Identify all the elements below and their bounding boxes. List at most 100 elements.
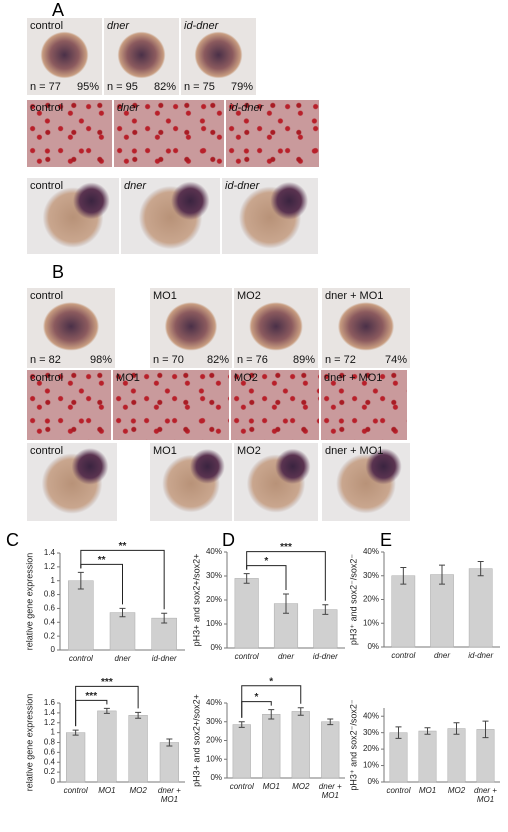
micrograph: control	[27, 370, 111, 440]
sample-size: n = 72	[325, 354, 356, 366]
y-tick-label: 0	[51, 777, 56, 786]
error-bar	[103, 707, 110, 714]
bar	[321, 721, 340, 779]
significance-label: ***	[85, 691, 97, 702]
x-tick-slot: dner	[278, 652, 294, 661]
bar	[262, 714, 281, 779]
y-tick-label: 30%	[363, 571, 379, 580]
image-label: MO1	[153, 445, 177, 457]
y-tick-label: 1.4	[44, 708, 56, 717]
sample-size: n = 76	[237, 354, 268, 366]
x-tick-label: control	[229, 782, 254, 791]
y-tick-label: 20%	[363, 595, 379, 604]
panel-label: D	[222, 530, 235, 550]
y-tick-label: 1.2	[44, 718, 56, 727]
x-tick-slot: dner	[114, 654, 131, 663]
percentage: 89%	[292, 354, 315, 366]
bar	[430, 574, 454, 648]
y-tick-label: 0.2	[44, 767, 56, 776]
image-label: dner	[117, 102, 140, 114]
error-bar	[238, 721, 245, 728]
micrograph: control n = 77 95%	[27, 18, 102, 95]
error-bar	[161, 612, 168, 624]
panel-label: A	[52, 0, 65, 20]
bar	[97, 710, 117, 783]
error-bar	[77, 571, 84, 590]
error-bar	[439, 564, 445, 585]
significance-label: ***	[101, 677, 113, 688]
error-bar	[283, 593, 289, 614]
bar	[128, 715, 148, 783]
y-tick-label: 1.6	[44, 698, 56, 707]
x-tick-slot: dner + MO1	[157, 786, 181, 804]
sample-size: n = 82	[30, 354, 61, 366]
micrograph: control	[27, 443, 117, 521]
x-tick-slot: id-dner	[468, 651, 493, 660]
sample-size: n = 77	[30, 81, 61, 93]
error-bar	[395, 726, 402, 739]
percentage: 74%	[384, 354, 407, 366]
x-tick-slot: control	[69, 654, 93, 663]
x-tick-slot: control	[234, 652, 259, 661]
x-tick-slot: dner + MO1	[474, 786, 497, 804]
bar	[291, 711, 310, 779]
x-tick-slot: dner + MO1	[319, 782, 342, 800]
bar	[159, 742, 179, 783]
x-tick-label: dner + MO1	[157, 786, 181, 804]
bar	[313, 609, 338, 649]
x-tick-label: MO1	[418, 786, 437, 795]
bar	[232, 724, 251, 779]
x-tick-slot: id-dner	[152, 654, 177, 663]
image-label: control	[30, 372, 64, 384]
micrograph: MO1	[150, 443, 232, 521]
x-tick-slot: control	[391, 651, 416, 660]
y-tick-label: 30%	[206, 717, 222, 726]
y-axis-label: pH3⁺ and sox2⁻/sox2⁻	[348, 699, 358, 791]
significance-bracket	[241, 685, 302, 718]
x-tick-label: MO2	[447, 786, 466, 795]
image-label: MO2	[237, 445, 261, 457]
y-tick-label: 0.8	[44, 590, 56, 599]
y-tick-label: 30%	[206, 571, 222, 580]
image-label: control	[30, 180, 64, 192]
micrograph: MO1	[113, 370, 229, 440]
sample-size: n = 95	[107, 81, 138, 93]
significance-label: **	[98, 555, 106, 566]
y-axis-label: relative gene expression	[24, 694, 34, 792]
x-tick-label: control	[391, 651, 416, 660]
micrograph: id-dner	[226, 100, 319, 167]
micrograph: control	[27, 178, 119, 254]
y-axis-label: pH3+ and sox2+/sox2+	[191, 554, 201, 647]
micrograph: dner	[114, 100, 224, 167]
micrograph: control	[27, 100, 112, 167]
y-tick-label: 0	[51, 645, 56, 654]
bar	[234, 578, 259, 649]
image-label: control	[30, 290, 64, 302]
y-tick-label: 1	[51, 728, 56, 737]
y-tick-label: 10%	[363, 618, 379, 627]
y-tick-label: 0.6	[44, 604, 56, 613]
image-label: id-dner	[225, 180, 260, 192]
x-tick-label: dner	[114, 654, 131, 663]
micrograph: id-dner	[222, 178, 318, 254]
panel-label: B	[52, 262, 65, 282]
image-label: dner + MO1	[324, 372, 383, 384]
x-tick-label: control	[63, 786, 88, 795]
percentage: 82%	[153, 81, 176, 93]
y-tick-label: 1.2	[44, 562, 56, 571]
y-axis-label: relative gene expression	[24, 553, 34, 651]
y-tick-label: 10%	[206, 619, 222, 628]
image-label: MO2	[234, 372, 258, 384]
image-label: dner	[107, 20, 130, 32]
y-tick-label: 40%	[363, 711, 379, 720]
significance-label: *	[269, 676, 273, 687]
y-axis-label: pH3+ and sox2+/sox2+	[191, 694, 201, 787]
error-bar	[268, 709, 275, 720]
error-bar	[166, 738, 173, 747]
x-tick-label: dner	[433, 651, 450, 660]
image-label: dner + MO1	[325, 445, 384, 457]
x-tick-label: control	[234, 652, 259, 661]
y-tick-label: 0%	[367, 777, 379, 786]
